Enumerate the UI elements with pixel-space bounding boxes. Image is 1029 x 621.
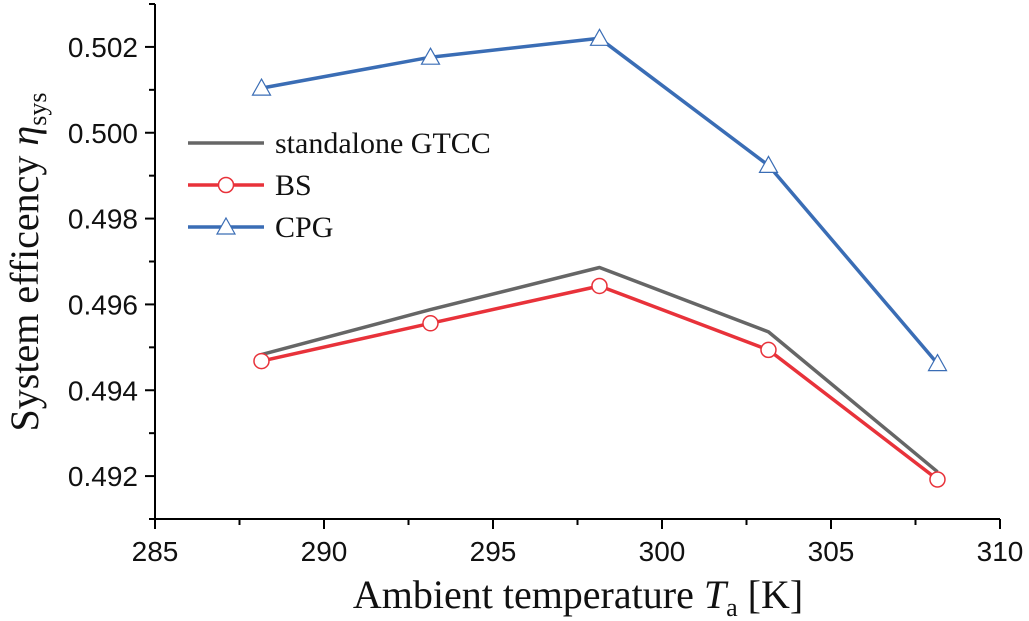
series-layer — [251, 28, 948, 488]
legend-label-standalone-gtcc: standalone GTCC — [275, 127, 491, 160]
data-point-cpg — [251, 77, 272, 96]
data-point-bs — [591, 277, 608, 295]
data-point-bs — [253, 352, 270, 370]
y-tick-label: 0.502 — [68, 32, 138, 63]
x-axis-title: Ambient temperature Ta [K] — [353, 572, 803, 621]
legend-label-cpg: CPG — [275, 211, 333, 244]
legend-entry-standalone-gtcc: standalone GTCC — [188, 127, 491, 160]
axes — [154, 4, 1000, 520]
x-tick-label: 290 — [301, 536, 348, 567]
data-point-bs — [760, 341, 777, 359]
legend-entry-bs: BS — [188, 169, 312, 202]
x-tick-label: 285 — [132, 536, 179, 567]
series-line-cpg — [261, 36, 939, 365]
data-point-cpg — [420, 46, 441, 65]
y-axis-title: System efficency ηsys — [2, 93, 52, 432]
legend-marker-bs — [217, 176, 235, 194]
series-line-standalone-gtcc — [261, 265, 939, 474]
x-tick-label: 300 — [639, 536, 686, 567]
y-tick-label: 0.496 — [68, 289, 138, 320]
series-line-bs — [261, 284, 939, 481]
x-tick-label: 305 — [808, 536, 855, 567]
y-tick-label: 0.500 — [68, 118, 138, 149]
y-tick-label: 0.494 — [68, 375, 138, 406]
y-tick-label: 0.492 — [68, 461, 138, 492]
tick-labels: 285 290 295 300 305 310 0.492 0.494 0.496 0.498 0.… — [68, 32, 1023, 567]
legend-entry-cpg: CPG — [188, 211, 333, 244]
data-point-cpg — [589, 28, 610, 46]
data-point-bs — [929, 471, 946, 488]
data-point-cpg — [927, 353, 948, 372]
x-tick-label: 295 — [470, 536, 517, 567]
data-point-cpg — [758, 155, 779, 173]
x-tick-label: 310 — [977, 536, 1024, 567]
y-tick-label: 0.498 — [68, 204, 138, 235]
legend-label-bs: BS — [275, 169, 312, 202]
legend: standalone GTCC BS CPG — [188, 127, 491, 244]
legend-marker-cpg — [215, 216, 237, 235]
ticks — [145, 3, 1001, 529]
data-point-bs — [422, 315, 439, 332]
